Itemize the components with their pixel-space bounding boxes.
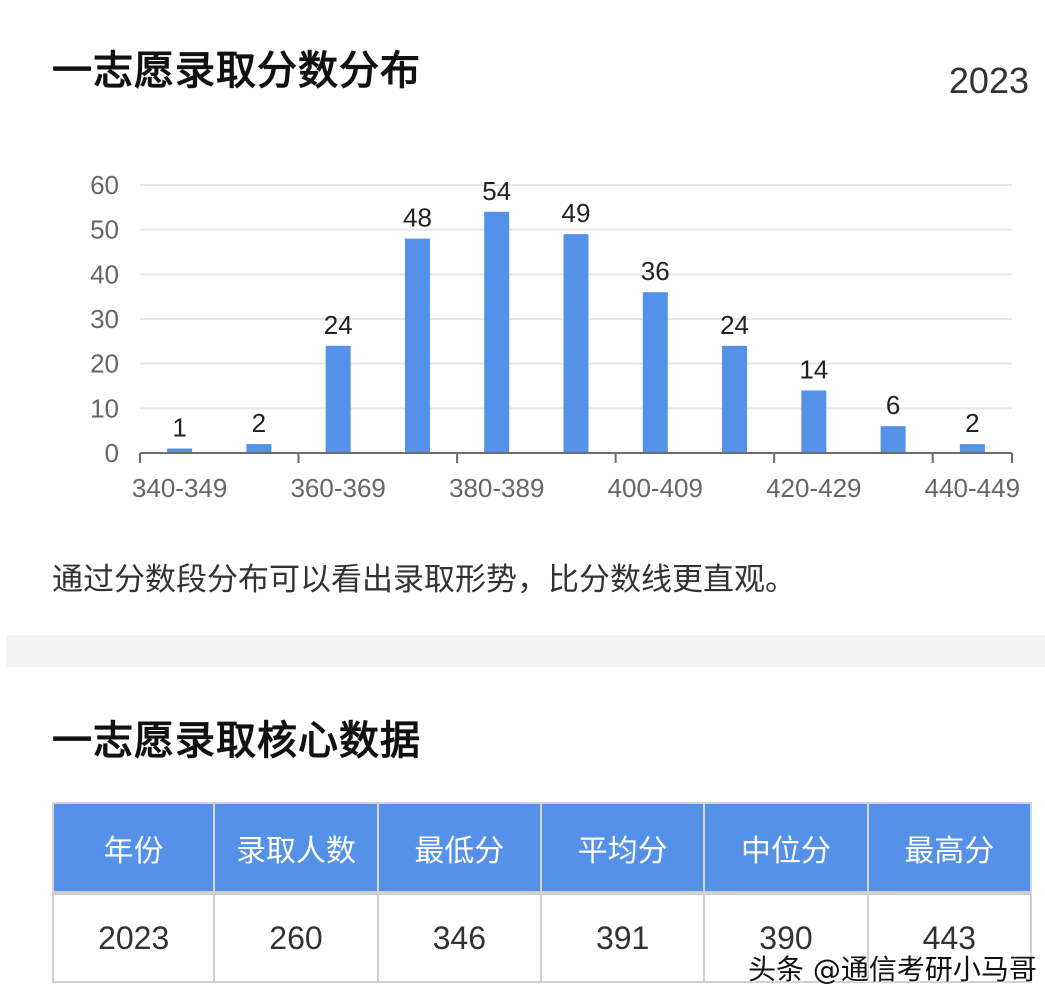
bar-value-label: 1 [172,413,186,443]
bar-value-label: 49 [562,198,591,228]
y-tick-label: 30 [90,304,119,334]
bar [404,238,430,453]
y-tick-label: 50 [90,215,119,245]
bar [484,211,510,453]
watermark: 头条 @通信考研小马哥 [748,953,1037,986]
bar [325,345,351,453]
y-tick-label: 0 [105,438,119,468]
bar [959,444,985,453]
bar [722,345,748,453]
bar-value-label: 2 [252,408,266,438]
bar-value-label: 24 [720,310,749,340]
cell-max-score: 443 [868,895,1032,983]
y-tick-label: 40 [90,259,119,289]
table-row: 2023 260 346 391 390 443 [52,895,1032,983]
bar-value-label: 6 [886,390,900,420]
distribution-title: 一志愿录取分数分布 [52,48,421,94]
bar [167,448,193,453]
table-header-row: 年份 录取人数 最低分 平均分 中位分 最高分 [52,802,1032,895]
bar-chart-svg: 0 10 20 30 40 50 60 1 2 24 48 54 49 36 24 14 6 2 340-349 36… [90,170,1020,503]
section-divider [6,635,1045,667]
bar-value-label: 48 [403,203,432,233]
header-min-score: 最低分 [378,802,542,895]
header-year: 年份 [52,802,216,895]
bar [880,426,906,453]
header-avg-score: 平均分 [541,802,706,895]
x-tick-label: 380-389 [449,473,544,503]
core-data-table: 年份 录取人数 最低分 平均分 中位分 最高分 2023 260 346 391… [52,802,1032,983]
bar-value-label: 14 [799,354,828,384]
core-data-title: 一志愿录取核心数据 [52,718,421,764]
cell-median-score: 390 [705,895,869,983]
bar-value-label: 2 [965,408,979,438]
y-tick-label: 10 [90,393,119,423]
header-admitted: 录取人数 [215,802,379,895]
year-label: 2023 [948,60,1029,101]
cell-min-score: 346 [378,895,542,983]
y-tick-label: 60 [90,170,119,200]
bar [642,292,668,453]
score-distribution-chart: 0 10 20 30 40 50 60 1 2 24 48 54 49 36 24 14 6 2 340-349 36… [0,150,1045,520]
chart-caption: 通过分数段分布可以看出录取形势，比分数线更直观。 [52,562,796,598]
x-tick-label: 400-409 [608,473,703,503]
bar [246,444,272,453]
y-tick-label: 20 [90,349,119,379]
bar-value-label: 36 [641,256,670,286]
cell-admitted: 260 [215,895,379,983]
x-tick-label: 360-369 [290,473,385,503]
bar [563,234,589,453]
x-tick-label: 440-449 [925,473,1020,503]
bar [801,390,827,453]
x-tick-label: 420-429 [766,473,861,503]
bar-value-label: 54 [482,176,511,206]
header-median-score: 中位分 [705,802,869,895]
bar-value-label: 24 [324,310,353,340]
cell-avg-score: 391 [541,895,706,983]
x-tick-label: 340-349 [132,473,227,503]
cell-year: 2023 [52,895,216,983]
header-max-score: 最高分 [868,802,1032,895]
